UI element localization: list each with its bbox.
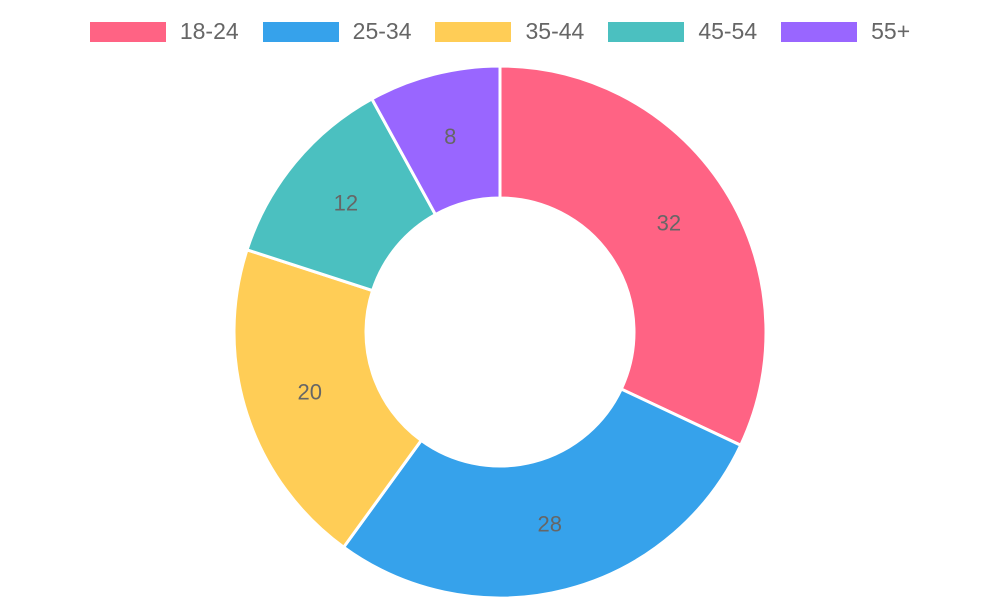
legend-label: 18-24 — [179, 18, 239, 44]
legend-item-18-24[interactable]: 18-24 — [89, 18, 239, 45]
legend-swatch — [435, 21, 512, 42]
slice-value-label: 12 — [334, 190, 358, 215]
legend-item-55-plus[interactable]: 55+ — [781, 18, 910, 45]
chart-slices — [232, 64, 768, 600]
legend-item-45-54[interactable]: 45-54 — [608, 18, 757, 45]
slice-value-label: 32 — [657, 211, 681, 236]
legend-item-35-44[interactable]: 35-44 — [435, 18, 584, 45]
slice-value-label: 8 — [444, 124, 456, 149]
legend-swatch — [608, 21, 685, 42]
legend-label: 45-54 — [698, 18, 758, 44]
legend-label: 35-44 — [525, 18, 585, 44]
legend-item-25-34[interactable]: 25-34 — [262, 18, 412, 45]
legend-label: 55+ — [871, 18, 911, 44]
chart-legend: 18-24 25-34 35-44 45-54 55+ — [0, 18, 1000, 45]
slice-35-44[interactable] — [232, 247, 424, 550]
slice-55-plus[interactable] — [369, 64, 502, 217]
legend-swatch — [89, 21, 166, 42]
legend-swatch — [781, 21, 858, 42]
legend-swatch — [262, 21, 339, 42]
slice-value-label: 28 — [537, 512, 561, 537]
chart-data-labels: 32 28 20 12 8 — [298, 124, 682, 536]
slice-18-24[interactable] — [498, 64, 768, 448]
legend-label: 25-34 — [352, 18, 412, 44]
slice-value-label: 20 — [298, 380, 322, 405]
slice-25-34[interactable] — [341, 387, 743, 600]
